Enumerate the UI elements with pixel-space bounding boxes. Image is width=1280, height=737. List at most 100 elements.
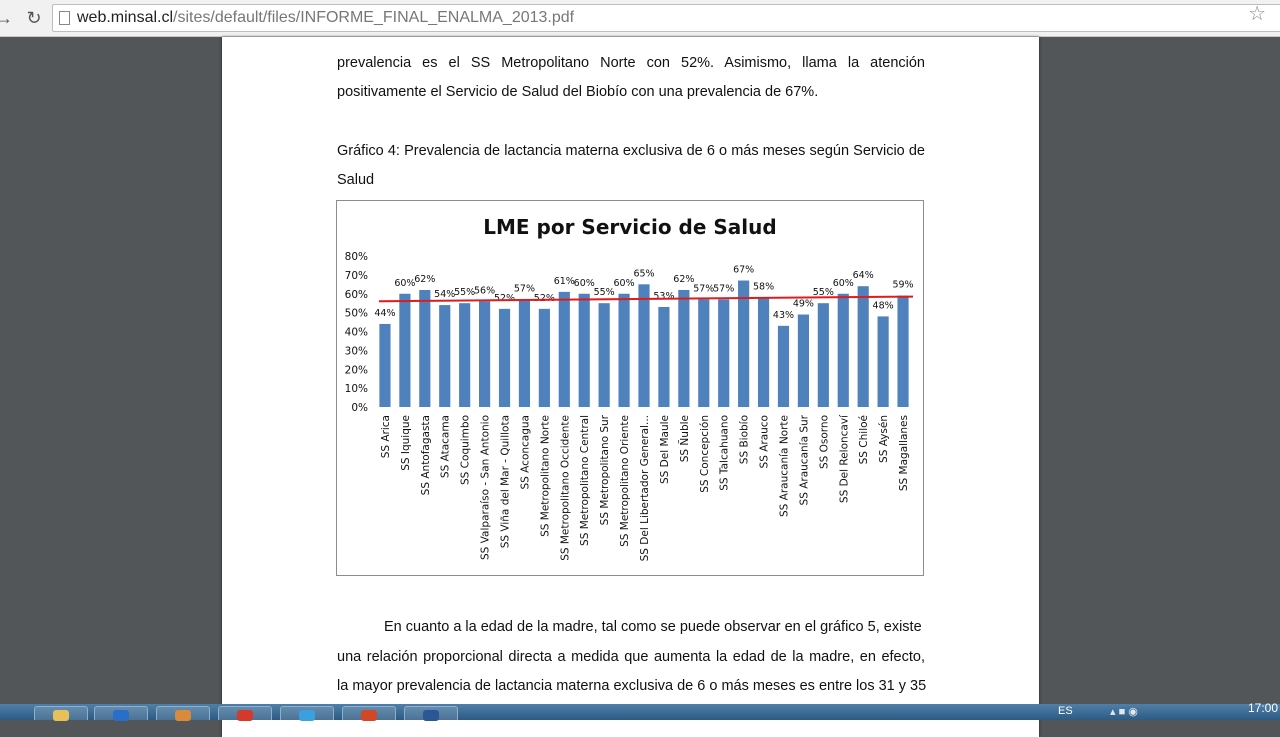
category-label: SS Del Maule	[659, 415, 671, 484]
category-label: SS Araucanía Norte	[778, 415, 790, 517]
y-tick-label: 20%	[345, 364, 368, 376]
data-label: 56%	[474, 285, 495, 296]
address-bar[interactable]: web.minsal.cl/sites/default/files/INFORM…	[52, 4, 1280, 32]
bookmark-star-icon[interactable]: ☆	[1248, 3, 1266, 25]
category-label: SS Del Libertador General...	[639, 415, 651, 561]
url-text[interactable]: web.minsal.cl/sites/default/files/INFORM…	[77, 9, 574, 27]
y-tick-label: 60%	[345, 289, 368, 301]
bar	[757, 297, 770, 407]
data-label: 59%	[892, 280, 913, 291]
bar	[479, 301, 491, 407]
data-label: 61%	[554, 276, 575, 287]
bar	[638, 284, 650, 407]
powerpoint-icon	[361, 710, 377, 721]
category-label: SS Chiloé	[858, 415, 870, 464]
data-label: 60%	[574, 278, 595, 289]
caption-line1: Gráfico 4: Prevalencia de lactancia mate…	[337, 143, 925, 159]
browser-toolbar: → ↻ web.minsal.cl/sites/default/files/IN…	[0, 0, 1280, 37]
taskbar-button[interactable]	[280, 706, 334, 721]
bar	[558, 291, 570, 407]
data-label: 60%	[833, 278, 854, 289]
bar	[718, 299, 730, 407]
bar	[897, 295, 909, 407]
pdf-viewer[interactable]: prevalencia es el SS Metropolitano Norte…	[0, 37, 1280, 737]
reload-icon[interactable]: ↻	[26, 8, 42, 28]
bar	[578, 293, 590, 407]
category-label: SS Atacama	[440, 415, 452, 478]
bar	[877, 316, 889, 407]
data-label: 65%	[633, 268, 654, 279]
category-label: SS Aconcagua	[519, 415, 531, 489]
caption-line2: Salud	[337, 172, 375, 188]
para1-line1: prevalencia es el SS Metropolitano Norte…	[337, 55, 925, 71]
y-tick-label: 40%	[345, 327, 368, 339]
category-label: SS Metropolitano Occidente	[559, 415, 571, 561]
data-label: 62%	[414, 274, 435, 285]
y-tick-label: 50%	[345, 308, 368, 320]
chart-svg: LME por Servicio de Salud 0% 10% 20% 30% 40% 5…	[345, 215, 914, 561]
taskbar-button[interactable]	[34, 706, 88, 721]
tray-language[interactable]: ES	[1058, 705, 1073, 717]
category-label: SS Coquimbo	[460, 415, 472, 485]
chrome-icon	[237, 710, 253, 721]
folder-icon	[53, 710, 69, 721]
bar	[618, 293, 630, 407]
data-label: 67%	[733, 265, 754, 276]
bar	[777, 325, 790, 407]
taskbar-button[interactable]	[404, 706, 458, 721]
bar	[837, 293, 849, 407]
outlook-icon	[113, 710, 129, 721]
category-label: SS Metropolitano Central	[579, 415, 591, 546]
category-label: SS Talcahuano	[719, 415, 731, 491]
data-label: 52%	[534, 293, 555, 304]
word-icon	[423, 710, 439, 721]
y-tick-label: 10%	[345, 383, 368, 395]
data-label: 55%	[454, 287, 475, 298]
data-label: 57%	[514, 283, 535, 294]
data-label: 60%	[614, 278, 635, 289]
tray-icons[interactable]: ▴ ■ ◉	[1110, 706, 1138, 718]
category-label: SS Metropolitano Oriente	[619, 415, 631, 547]
taskbar-button[interactable]	[342, 706, 396, 721]
url-path: /sites/default/files/INFORME_FINAL_ENALM…	[173, 9, 575, 26]
data-label: 58%	[753, 282, 774, 293]
y-tick-label: 80%	[345, 251, 368, 263]
data-label: 64%	[853, 270, 874, 281]
data-label: 54%	[434, 289, 455, 300]
category-label: SS Magallanes	[898, 415, 910, 491]
bar	[797, 314, 809, 407]
y-tick-label: 70%	[345, 270, 368, 282]
taskbar-button[interactable]	[156, 706, 210, 721]
category-label: SS Metropolitano Norte	[539, 415, 551, 537]
back-arrow-icon[interactable]: →	[0, 8, 13, 28]
para2-line3: la mayor prevalencia de lactancia matern…	[337, 678, 927, 694]
data-label: 44%	[374, 308, 395, 319]
category-label: SS Metropolitano Sur	[599, 414, 611, 525]
data-label: 49%	[793, 299, 814, 310]
ie-icon	[299, 710, 315, 721]
category-label: SS Viña del Mar - Quillota	[500, 415, 512, 548]
data-label: 62%	[673, 274, 694, 285]
data-label: 55%	[813, 287, 834, 298]
url-host: web.minsal.cl	[77, 9, 174, 26]
bar	[518, 299, 531, 407]
taskbar-button[interactable]	[94, 706, 148, 721]
reference-line	[378, 295, 914, 303]
data-label: 53%	[653, 291, 674, 302]
data-label: 43%	[773, 310, 794, 321]
category-label: SS Osorno	[818, 415, 830, 469]
category-label: SS Del Reloncaví	[838, 414, 850, 503]
para2-line2: una relación proporcional directa a medi…	[337, 649, 925, 665]
category-label: SS Aysén	[878, 415, 890, 463]
bar	[379, 323, 391, 407]
media-icon	[175, 710, 191, 721]
clock[interactable]: 17:00	[1247, 701, 1278, 715]
chart-title: LME por Servicio de Salud	[483, 215, 776, 239]
bar	[399, 293, 411, 407]
bar	[419, 289, 431, 407]
category-label: SS Arauco	[759, 415, 771, 468]
bar	[538, 308, 550, 407]
taskbar-button[interactable]	[218, 706, 272, 721]
data-label: 60%	[394, 278, 415, 289]
taskbar: ES ▴ ■ ◉ 17:00	[0, 701, 1280, 721]
